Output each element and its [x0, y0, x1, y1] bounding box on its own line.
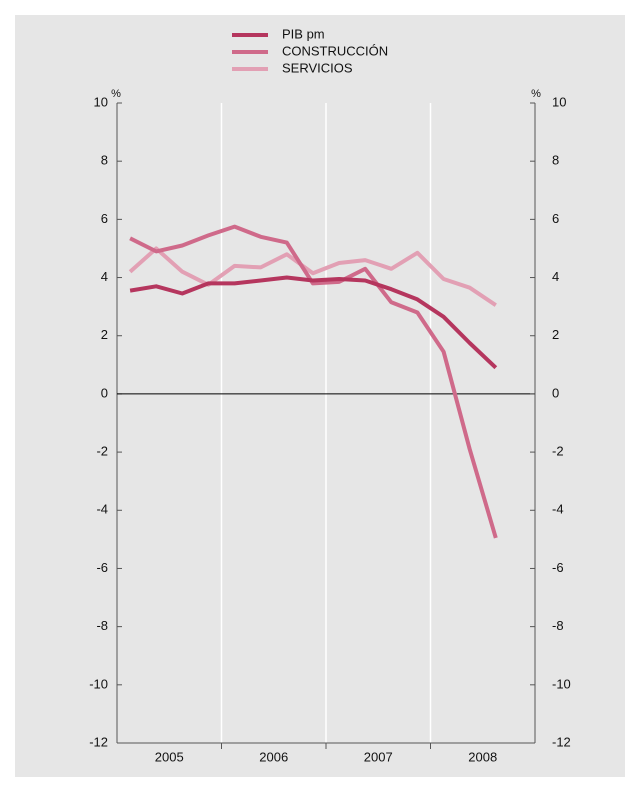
- x-tick-label: 2005: [155, 749, 184, 764]
- y-tick-label: 4: [101, 269, 108, 284]
- y-tick-label: -10: [89, 676, 108, 691]
- y2-tick-label: 8: [552, 153, 559, 168]
- y-tick-label: -12: [89, 734, 108, 749]
- series-line: [129, 275, 498, 370]
- y-tick-label: 0: [101, 385, 108, 400]
- legend-label: CONSTRUCCIÓN: [282, 43, 388, 58]
- y2-tick-label: 6: [552, 211, 559, 226]
- y2-unit: %: [531, 88, 541, 100]
- y-tick-label: -4: [96, 502, 108, 517]
- y2-tick-label: 10: [552, 94, 566, 109]
- y-tick-label: -6: [96, 560, 108, 575]
- y2-tick-label: 4: [552, 269, 559, 284]
- y2-tick-label: 2: [552, 327, 559, 342]
- y-tick-label: -2: [96, 444, 108, 459]
- y2-tick-label: -2: [552, 444, 564, 459]
- x-tick-label: 2008: [468, 749, 497, 764]
- y-tick-label: 10: [94, 94, 108, 109]
- y2-tick-label: -8: [552, 618, 564, 633]
- y-tick-label: 8: [101, 153, 108, 168]
- y-tick-label: 6: [101, 211, 108, 226]
- y-unit: %: [111, 88, 121, 100]
- series-line: [129, 224, 498, 539]
- series-line: [128, 246, 497, 307]
- x-tick-label: 2007: [364, 749, 393, 764]
- y2-tick-label: -6: [552, 560, 564, 575]
- y2-tick-label: 0: [552, 385, 559, 400]
- y-tick-label: 2: [101, 327, 108, 342]
- y2-tick-label: -4: [552, 502, 564, 517]
- legend-label: PIB pm: [282, 26, 325, 41]
- legend-label: SERVICIOS: [282, 60, 353, 75]
- y2-tick-label: -10: [552, 676, 571, 691]
- y2-tick-label: -12: [552, 734, 571, 749]
- y-tick-label: -8: [96, 618, 108, 633]
- x-tick-label: 2006: [259, 749, 288, 764]
